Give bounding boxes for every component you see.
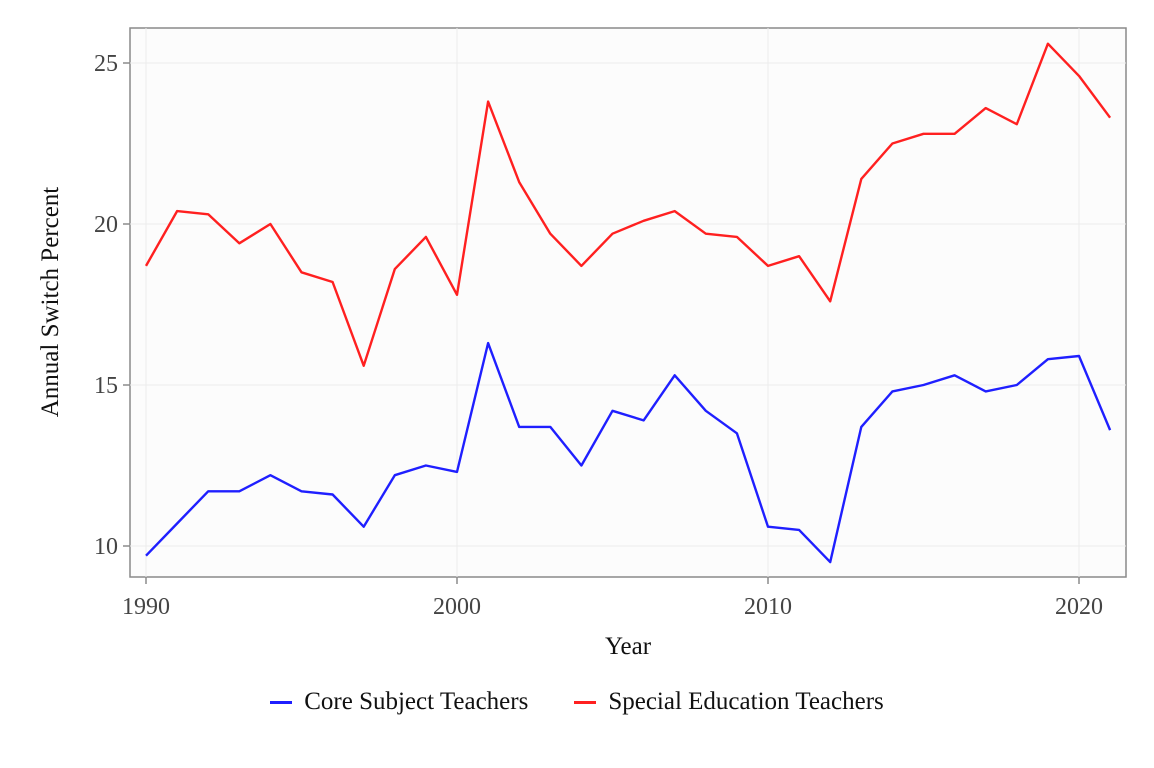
x-tick-label: 2000 bbox=[433, 594, 481, 620]
grid-lines bbox=[130, 28, 1126, 577]
legend-swatch-special-ed bbox=[574, 700, 597, 704]
legend-label-special-ed: Special Education Teachers bbox=[608, 688, 884, 715]
series-line-1 bbox=[144, 42, 1112, 367]
y-axis: 10 15 20 25 bbox=[94, 51, 130, 560]
legend-item-special-ed: Special Education Teachers bbox=[574, 688, 884, 716]
x-tick-label: 2010 bbox=[744, 594, 792, 620]
legend-item-core: Core Subject Teachers bbox=[270, 688, 528, 716]
x-tick-label: 2020 bbox=[1055, 594, 1103, 620]
y-tick-label: 10 bbox=[94, 534, 118, 560]
line-chart: 10 15 20 25 1990 2000 2010 2020 Year Annual Sw… bbox=[37, 27, 1127, 660]
x-axis-title: Year bbox=[605, 633, 652, 660]
legend: Core Subject Teachers Special Education … bbox=[0, 688, 1154, 716]
x-tick-label: 1990 bbox=[122, 594, 170, 620]
series-line-0 bbox=[145, 341, 1112, 564]
data-series bbox=[144, 42, 1112, 564]
y-tick-label: 15 bbox=[94, 373, 118, 399]
y-tick-label: 25 bbox=[94, 51, 118, 77]
y-tick-label: 20 bbox=[94, 212, 118, 238]
x-axis: 1990 2000 2010 2020 bbox=[122, 577, 1103, 620]
plot-panel bbox=[129, 27, 1127, 578]
y-axis-title: Annual Switch Percent bbox=[37, 187, 64, 418]
legend-swatch-core bbox=[270, 700, 293, 704]
legend-label-core: Core Subject Teachers bbox=[304, 688, 529, 715]
